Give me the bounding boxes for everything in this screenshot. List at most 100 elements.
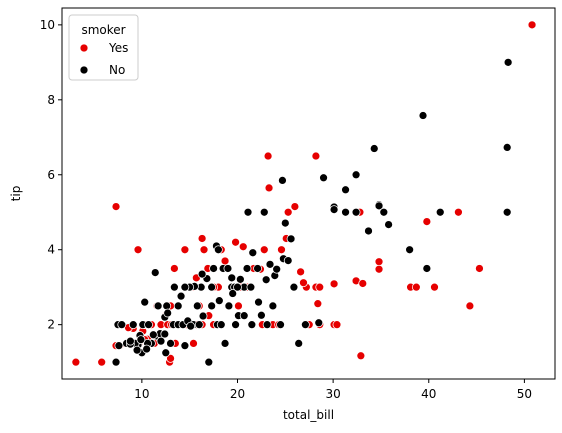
data-point-no xyxy=(294,339,304,348)
data-point-no xyxy=(228,289,238,298)
data-point-yes xyxy=(315,282,325,292)
data-point-no xyxy=(502,207,512,217)
x-tick-label: 50 xyxy=(517,387,532,401)
x-axis: 10 20 30 40 50 xyxy=(134,379,532,401)
data-point-no xyxy=(223,264,233,273)
data-point-no xyxy=(262,320,272,330)
data-point-no xyxy=(329,205,339,214)
data-point-yes xyxy=(454,207,463,217)
data-point-no xyxy=(243,207,253,217)
data-point-no xyxy=(128,320,138,330)
data-point-yes xyxy=(169,264,179,273)
y-axis-label: tip xyxy=(9,186,23,202)
data-point-no xyxy=(194,320,204,330)
data-point-yes xyxy=(374,264,384,274)
data-point-no xyxy=(213,245,223,255)
data-point-no xyxy=(117,320,127,330)
data-point-no xyxy=(163,308,173,318)
data-point-no xyxy=(247,320,257,330)
data-point-no xyxy=(364,226,373,236)
data-point-yes xyxy=(71,357,81,367)
data-point-no xyxy=(242,264,252,273)
data-point-no xyxy=(341,185,350,195)
data-point-yes xyxy=(197,234,207,243)
data-point-yes xyxy=(199,245,209,255)
data-point-no xyxy=(351,207,361,217)
data-point-no xyxy=(150,268,160,277)
data-point-no xyxy=(214,296,224,306)
legend-box xyxy=(68,14,139,81)
data-point-yes xyxy=(238,242,248,252)
series-yes xyxy=(71,20,537,367)
data-point-no xyxy=(216,320,226,330)
data-point-no xyxy=(265,259,275,269)
data-point-yes xyxy=(180,245,190,255)
data-point-no xyxy=(257,310,266,320)
data-point-no xyxy=(209,264,218,273)
data-point-no xyxy=(207,301,217,311)
data-point-yes xyxy=(465,301,475,311)
data-point-no xyxy=(224,301,234,311)
data-point-no xyxy=(180,282,190,292)
data-point-no xyxy=(272,264,282,274)
data-point-yes xyxy=(296,267,305,277)
data-point-no xyxy=(207,282,217,292)
data-point-yes xyxy=(356,351,366,361)
series-no xyxy=(111,57,513,367)
data-point-no xyxy=(176,291,186,301)
y-tick-label: 6 xyxy=(47,168,55,182)
data-point-no xyxy=(422,264,432,273)
data-point-no xyxy=(502,143,512,152)
legend-label-yes: Yes xyxy=(108,41,128,55)
data-point-no xyxy=(276,320,285,330)
data-point-no xyxy=(180,341,190,351)
data-point-no xyxy=(148,330,158,340)
y-tick-label: 8 xyxy=(47,93,55,107)
data-point-no xyxy=(136,335,146,345)
data-point-no xyxy=(162,301,172,311)
data-point-no xyxy=(197,269,207,279)
data-point-no xyxy=(268,301,278,311)
data-point-no xyxy=(259,207,269,217)
data-point-no xyxy=(283,256,293,265)
data-point-no xyxy=(144,320,153,330)
data-point-yes xyxy=(311,151,321,161)
data-point-yes xyxy=(313,299,323,309)
data-point-yes xyxy=(97,357,107,367)
data-point-no xyxy=(233,282,242,292)
data-point-no xyxy=(198,311,208,321)
data-point-no xyxy=(126,336,135,346)
data-point-yes xyxy=(332,320,342,330)
data-point-yes xyxy=(422,217,432,226)
data-point-yes xyxy=(358,279,368,288)
legend-title: smoker xyxy=(81,23,125,37)
data-point-yes xyxy=(475,264,484,273)
data-point-no xyxy=(204,357,214,367)
data-point-no xyxy=(246,282,256,292)
x-axis-label: total_bill xyxy=(283,408,334,422)
data-point-no xyxy=(351,170,361,180)
data-point-yes xyxy=(263,151,273,161)
data-point-yes xyxy=(166,354,175,363)
data-point-no xyxy=(286,234,296,244)
data-point-yes xyxy=(283,207,293,217)
data-point-no xyxy=(289,282,299,292)
data-point-no xyxy=(384,220,393,229)
data-point-yes xyxy=(220,256,230,266)
data-point-yes xyxy=(234,301,243,311)
y-tick-label: 10 xyxy=(40,18,55,32)
data-point-no xyxy=(153,301,163,311)
data-point-no xyxy=(301,320,310,330)
data-point-no xyxy=(235,274,245,284)
data-point-no xyxy=(319,173,328,183)
data-point-no xyxy=(254,297,263,307)
data-point-no xyxy=(280,218,290,228)
plot-frame xyxy=(61,7,556,380)
data-point-yes xyxy=(231,237,240,247)
data-points xyxy=(71,20,537,367)
data-point-no xyxy=(192,301,202,311)
legend: smoker Yes No xyxy=(68,14,139,81)
legend-marker-no xyxy=(79,65,89,75)
data-point-no xyxy=(253,264,262,273)
data-point-no xyxy=(374,201,384,211)
